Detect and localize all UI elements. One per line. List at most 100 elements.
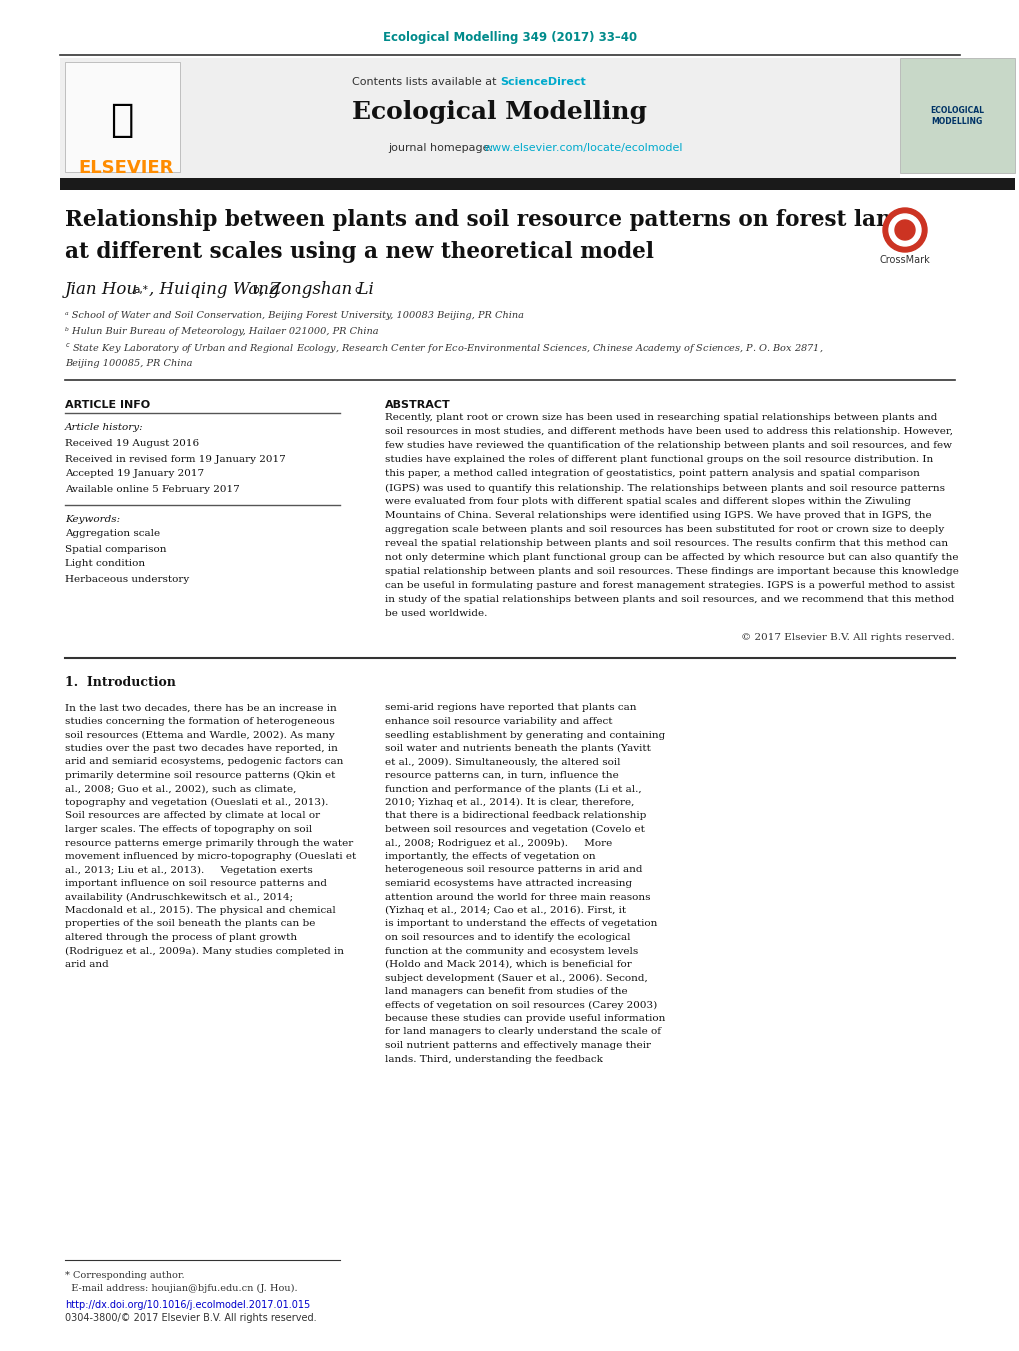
- Text: Recently, plant root or crown size has been used in researching spatial relation: Recently, plant root or crown size has b…: [384, 413, 936, 423]
- Text: Aggregation scale: Aggregation scale: [65, 530, 160, 539]
- Text: at different scales using a new theoretical model: at different scales using a new theoreti…: [65, 240, 653, 263]
- Text: E-mail address: houjian@bjfu.edu.cn (J. Hou).: E-mail address: houjian@bjfu.edu.cn (J. …: [65, 1283, 298, 1293]
- Text: © 2017 Elsevier B.V. All rights reserved.: © 2017 Elsevier B.V. All rights reserved…: [741, 634, 954, 643]
- Text: Available online 5 February 2017: Available online 5 February 2017: [65, 485, 239, 493]
- Text: effects of vegetation on soil resources (Carey 2003): effects of vegetation on soil resources …: [384, 1001, 656, 1009]
- FancyBboxPatch shape: [60, 58, 899, 178]
- Text: on soil resources and to identify the ecological: on soil resources and to identify the ec…: [384, 934, 630, 942]
- Text: semiarid ecosystems have attracted increasing: semiarid ecosystems have attracted incre…: [384, 880, 632, 888]
- Text: be used worldwide.: be used worldwide.: [384, 609, 487, 619]
- Text: larger scales. The effects of topography on soil: larger scales. The effects of topography…: [65, 825, 312, 834]
- Text: (Yizhaq et al., 2014; Cao et al., 2016). First, it: (Yizhaq et al., 2014; Cao et al., 2016).…: [384, 907, 626, 915]
- Text: land managers can benefit from studies of the: land managers can benefit from studies o…: [384, 988, 627, 996]
- Text: Article history:: Article history:: [65, 423, 144, 432]
- Text: ᵇ Hulun Buir Bureau of Meteorology, Hailaer 021000, PR China: ᵇ Hulun Buir Bureau of Meteorology, Hail…: [65, 327, 378, 336]
- Text: semi-arid regions have reported that plants can: semi-arid regions have reported that pla…: [384, 704, 636, 712]
- Text: Soil resources are affected by climate at local or: Soil resources are affected by climate a…: [65, 812, 320, 820]
- Text: studies have explained the roles of different plant functional groups on the soi: studies have explained the roles of diff…: [384, 455, 932, 465]
- Text: www.elsevier.com/locate/ecolmodel: www.elsevier.com/locate/ecolmodel: [484, 143, 683, 153]
- Text: (Rodriguez et al., 2009a). Many studies completed in: (Rodriguez et al., 2009a). Many studies …: [65, 947, 343, 955]
- Text: spatial relationship between plants and soil resources. These findings are impor: spatial relationship between plants and …: [384, 567, 958, 577]
- Text: ECOLOGICAL
MODELLING: ECOLOGICAL MODELLING: [929, 107, 983, 126]
- Text: that there is a bidirectional feedback relationship: that there is a bidirectional feedback r…: [384, 812, 646, 820]
- Text: , Huiqing Wang: , Huiqing Wang: [149, 281, 279, 299]
- Text: arid and: arid and: [65, 961, 109, 969]
- Text: 1.  Introduction: 1. Introduction: [65, 677, 175, 689]
- Text: In the last two decades, there has be an increase in: In the last two decades, there has be an…: [65, 704, 336, 712]
- Text: ᵃ School of Water and Soil Conservation, Beijing Forest University, 100083 Beiji: ᵃ School of Water and Soil Conservation,…: [65, 311, 524, 319]
- Text: Contents lists available at: Contents lists available at: [352, 77, 499, 86]
- Text: Ecological Modelling 349 (2017) 33–40: Ecological Modelling 349 (2017) 33–40: [382, 31, 637, 45]
- Text: Received 19 August 2016: Received 19 August 2016: [65, 439, 199, 449]
- Text: $^c$ State Key Laboratory of Urban and Regional Ecology, Research Center for Eco: $^c$ State Key Laboratory of Urban and R…: [65, 342, 822, 357]
- Circle shape: [882, 208, 926, 253]
- Text: ScienceDirect: ScienceDirect: [499, 77, 585, 86]
- Text: 0304-3800/© 2017 Elsevier B.V. All rights reserved.: 0304-3800/© 2017 Elsevier B.V. All right…: [65, 1313, 316, 1323]
- Text: topography and vegetation (Oueslati et al., 2013).: topography and vegetation (Oueslati et a…: [65, 798, 328, 807]
- Text: because these studies can provide useful information: because these studies can provide useful…: [384, 1015, 664, 1023]
- Text: reveal the spatial relationship between plants and soil resources. The results c: reveal the spatial relationship between …: [384, 539, 948, 549]
- Text: lands. Third, understanding the feedback: lands. Third, understanding the feedback: [384, 1055, 602, 1063]
- Text: Spatial comparison: Spatial comparison: [65, 544, 166, 554]
- Text: function and performance of the plants (Li et al.,: function and performance of the plants (…: [384, 785, 641, 793]
- Text: attention around the world for three main reasons: attention around the world for three mai…: [384, 893, 650, 901]
- Text: Jian Hou: Jian Hou: [65, 281, 138, 299]
- Text: enhance soil resource variability and affect: enhance soil resource variability and af…: [384, 717, 611, 725]
- Text: heterogeneous soil resource patterns in arid and: heterogeneous soil resource patterns in …: [384, 866, 642, 874]
- Text: * Corresponding author.: * Corresponding author.: [65, 1270, 184, 1279]
- Text: Accepted 19 January 2017: Accepted 19 January 2017: [65, 470, 204, 478]
- Text: Beijing 100085, PR China: Beijing 100085, PR China: [65, 359, 193, 369]
- Text: subject development (Sauer et al., 2006). Second,: subject development (Sauer et al., 2006)…: [384, 974, 647, 982]
- Text: soil water and nutrients beneath the plants (Yavitt: soil water and nutrients beneath the pla…: [384, 744, 650, 753]
- Text: CrossMark: CrossMark: [878, 255, 929, 265]
- Text: important influence on soil resource patterns and: important influence on soil resource pat…: [65, 880, 327, 888]
- Text: 2010; Yizhaq et al., 2014). It is clear, therefore,: 2010; Yizhaq et al., 2014). It is clear,…: [384, 798, 634, 807]
- Circle shape: [894, 220, 914, 240]
- Text: Mountains of China. Several relationships were identified using IGPS. We have pr: Mountains of China. Several relationship…: [384, 512, 930, 520]
- Text: were evaluated from four plots with different spatial scales and different slope: were evaluated from four plots with diff…: [384, 497, 910, 507]
- Text: arid and semiarid ecosystems, pedogenic factors can: arid and semiarid ecosystems, pedogenic …: [65, 758, 343, 766]
- Text: et al., 2009). Simultaneously, the altered soil: et al., 2009). Simultaneously, the alter…: [384, 758, 620, 766]
- Text: resource patterns can, in turn, influence the: resource patterns can, in turn, influenc…: [384, 771, 619, 780]
- Text: importantly, the effects of vegetation on: importantly, the effects of vegetation o…: [384, 852, 595, 861]
- Text: movement influenced by micro-topography (Oueslati et: movement influenced by micro-topography …: [65, 852, 356, 861]
- FancyBboxPatch shape: [60, 178, 1014, 190]
- Circle shape: [889, 213, 920, 246]
- Text: c: c: [354, 285, 360, 295]
- Text: Macdonald et al., 2015). The physical and chemical: Macdonald et al., 2015). The physical an…: [65, 907, 335, 915]
- Text: , Zongshan Li: , Zongshan Li: [259, 281, 374, 299]
- Text: can be useful in formulating pasture and forest management strategies. IGPS is a: can be useful in formulating pasture and…: [384, 581, 954, 590]
- Text: soil resources in most studies, and different methods have been used to address : soil resources in most studies, and diff…: [384, 427, 952, 436]
- Text: al., 2008; Guo et al., 2002), such as climate,: al., 2008; Guo et al., 2002), such as cl…: [65, 785, 297, 793]
- Text: b: b: [253, 285, 260, 295]
- Text: 🌳: 🌳: [110, 101, 133, 139]
- FancyBboxPatch shape: [65, 62, 179, 172]
- Text: seedling establishment by generating and containing: seedling establishment by generating and…: [384, 731, 664, 739]
- Text: Received in revised form 19 January 2017: Received in revised form 19 January 2017: [65, 454, 285, 463]
- Text: ELSEVIER: ELSEVIER: [77, 159, 173, 177]
- Text: ABSTRACT: ABSTRACT: [384, 400, 450, 409]
- Text: studies over the past two decades have reported, in: studies over the past two decades have r…: [65, 744, 337, 753]
- Text: primarily determine soil resource patterns (Qkin et: primarily determine soil resource patter…: [65, 771, 335, 780]
- Text: al., 2008; Rodriguez et al., 2009b).     More: al., 2008; Rodriguez et al., 2009b). Mor…: [384, 839, 611, 847]
- FancyBboxPatch shape: [899, 58, 1014, 173]
- Text: for land managers to clearly understand the scale of: for land managers to clearly understand …: [384, 1028, 660, 1036]
- Text: is important to understand the effects of vegetation: is important to understand the effects o…: [384, 920, 656, 928]
- Text: Relationship between plants and soil resource patterns on forest land: Relationship between plants and soil res…: [65, 209, 906, 231]
- Text: function at the community and ecosystem levels: function at the community and ecosystem …: [384, 947, 638, 955]
- Text: (Holdo and Mack 2014), which is beneficial for: (Holdo and Mack 2014), which is benefici…: [384, 961, 631, 969]
- Text: Keywords:: Keywords:: [65, 515, 120, 523]
- Text: not only determine which plant functional group can be affected by which resourc: not only determine which plant functiona…: [384, 554, 958, 562]
- Text: availability (Andruschkewitsch et al., 2014;: availability (Andruschkewitsch et al., 2…: [65, 893, 292, 901]
- Text: altered through the process of plant growth: altered through the process of plant gro…: [65, 934, 297, 942]
- Text: few studies have reviewed the quantification of the relationship between plants : few studies have reviewed the quantifica…: [384, 442, 951, 450]
- Text: properties of the soil beneath the plants can be: properties of the soil beneath the plant…: [65, 920, 315, 928]
- Text: studies concerning the formation of heterogeneous: studies concerning the formation of hete…: [65, 717, 334, 725]
- Text: Ecological Modelling: Ecological Modelling: [353, 100, 647, 124]
- Text: this paper, a method called integration of geostatistics, point pattern analysis: this paper, a method called integration …: [384, 470, 919, 478]
- Text: soil resources (Ettema and Wardle, 2002). As many: soil resources (Ettema and Wardle, 2002)…: [65, 731, 334, 739]
- Text: http://dx.doi.org/10.1016/j.ecolmodel.2017.01.015: http://dx.doi.org/10.1016/j.ecolmodel.20…: [65, 1300, 310, 1310]
- Text: a,*: a,*: [132, 285, 148, 295]
- Text: al., 2013; Liu et al., 2013).     Vegetation exerts: al., 2013; Liu et al., 2013). Vegetation…: [65, 866, 313, 874]
- Text: resource patterns emerge primarily through the water: resource patterns emerge primarily throu…: [65, 839, 353, 847]
